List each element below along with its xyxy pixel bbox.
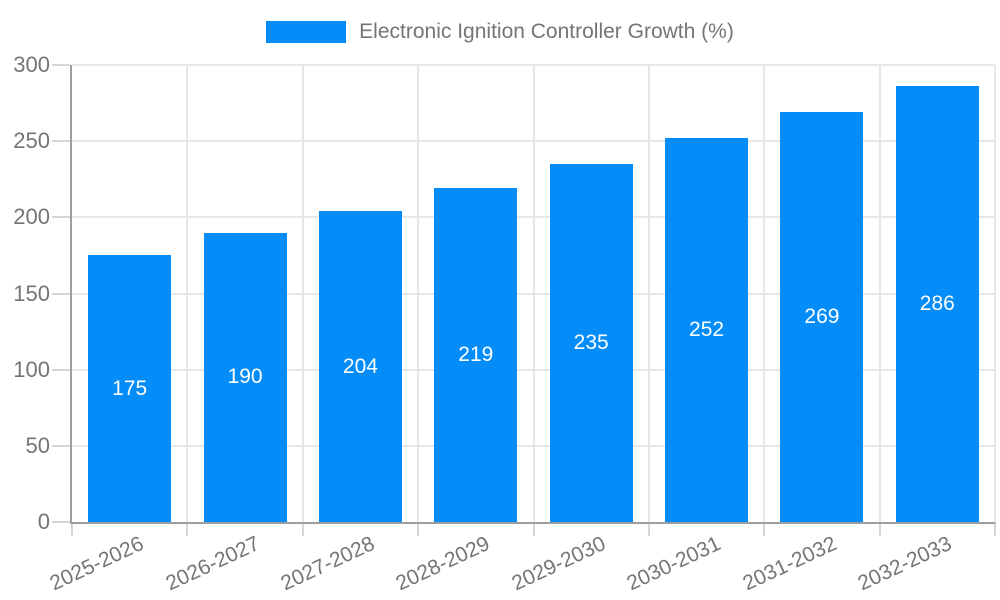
x-category-label-2028-2029: 2028-2029: [392, 532, 494, 596]
bar-value-label-2027-2028: 204: [342, 354, 378, 378]
y-tick-label-200: 200: [13, 204, 50, 230]
y-axis-labels: 0 50 100 150 200 250 300: [13, 52, 995, 534]
x-tick-8: [994, 522, 996, 536]
y-tick-300: [52, 64, 70, 66]
x-tick-0: [71, 522, 73, 536]
bar-value-label-2029-2030: 235: [573, 331, 609, 354]
y-axis-line: [70, 65, 72, 524]
v-gridline-8: [994, 65, 996, 522]
x-category-label-2025-2026: 2025-2026: [46, 532, 148, 596]
bar-2029-2030: [549, 164, 633, 522]
gridlines-layer: [72, 64, 996, 522]
bars-layer: 175 190 204 219 235 252 269 286: [72, 65, 995, 522]
bar-2030-2031: [665, 138, 749, 522]
bar-2031-2032: [780, 112, 864, 522]
bar-2026-2027: [203, 232, 287, 522]
v-gridline-5: [647, 65, 650, 522]
y-tick-100: [52, 368, 70, 371]
bar-value-label-2025-2026: 175: [112, 376, 148, 400]
bar-2032-2033: [895, 86, 979, 522]
y-tick-label-0: 0: [37, 509, 50, 534]
y-tick-150: [52, 292, 70, 295]
v-gridline-1: [186, 65, 189, 522]
legend-swatch[interactable]: [266, 21, 347, 43]
bar-2025-2026: [88, 255, 172, 522]
y-tick-250: [52, 140, 70, 143]
v-gridline-7: [878, 65, 881, 522]
v-gridline-2: [301, 65, 304, 522]
x-tick-3: [417, 522, 420, 536]
y-tick-200: [52, 216, 70, 219]
y-tick-label-50: 50: [25, 432, 50, 458]
bar-value-label-2032-2033: 286: [919, 292, 955, 316]
x-tick-1: [186, 522, 189, 536]
x-tick-4: [532, 522, 535, 536]
bar-value-label-2026-2027: 190: [227, 365, 263, 389]
v-gridline-6: [763, 65, 766, 522]
y-tick-label-150: 150: [13, 280, 50, 306]
x-category-label-2026-2027: 2026-2027: [162, 532, 263, 596]
x-category-label-2030-2031: 2030-2031: [623, 532, 725, 596]
y-tick-0: [52, 521, 70, 523]
v-gridline-3: [417, 65, 420, 522]
y-tick-label-100: 100: [13, 356, 50, 382]
x-category-label-2032-2033: 2032-2033: [854, 532, 956, 596]
legend: Electronic Ignition Controller Growth (%…: [0, 20, 1000, 44]
x-tick-2: [301, 522, 304, 536]
bar-value-label-2028-2029: 219: [458, 343, 494, 367]
bar-2028-2029: [434, 188, 518, 522]
x-tick-7: [878, 522, 881, 536]
x-tick-6: [763, 522, 766, 536]
x-axis-line: [70, 522, 995, 524]
x-category-label-2027-2028: 2027-2028: [277, 532, 379, 596]
bar-2027-2028: [318, 211, 402, 522]
plot-area: 175 190 204 219 235 252 269 286 0 50 100 150 200 250…: [13, 52, 996, 595]
y-tick-label-300: 300: [13, 52, 50, 77]
legend-label[interactable]: Electronic Ignition Controller Growth (%…: [359, 20, 734, 43]
x-axis-labels: 2025-2026 2026-2027 2027-2028 2028-2029 2029…: [47, 528, 995, 600]
v-gridline-4: [532, 65, 535, 522]
x-tick-5: [647, 522, 650, 536]
bar-value-label-2031-2032: 269: [804, 305, 840, 329]
x-category-label-2031-2032: 2031-2032: [738, 532, 840, 596]
bar-value-label-2030-2031: 252: [689, 318, 725, 342]
x-category-label-2029-2030: 2029-2030: [508, 532, 609, 596]
y-tick-label-250: 250: [13, 128, 50, 154]
y-tick-50: [52, 444, 70, 447]
